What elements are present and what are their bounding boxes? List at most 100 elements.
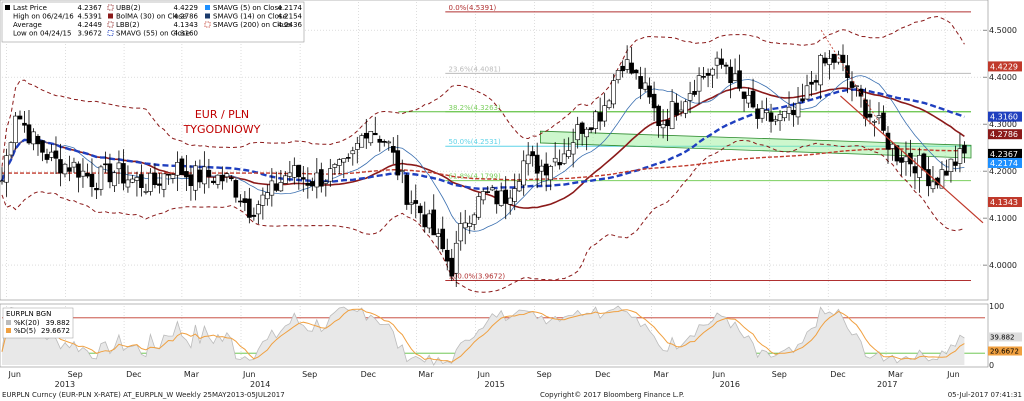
candle-body — [552, 157, 558, 163]
candle-body — [94, 188, 99, 191]
price-axis: 4.0000 4.1000 4.2000 4.3000 4.4000 4.5000 — [983, 26, 1017, 270]
candle-body — [422, 214, 428, 228]
candle-body — [795, 102, 801, 118]
candle-body — [728, 66, 733, 84]
month-label: Dec — [830, 370, 845, 379]
price-label-box — [988, 129, 1022, 140]
legend-value: 4.3160 — [174, 30, 199, 38]
candle-body — [611, 80, 616, 105]
candle-body — [390, 146, 396, 153]
legend-value: 4.2786 — [174, 13, 199, 21]
candle-body — [269, 180, 275, 196]
month-label: Mar — [654, 370, 670, 379]
candle-body — [125, 179, 131, 188]
candle-body — [251, 214, 257, 217]
candle-body — [872, 120, 877, 123]
candle-body — [328, 168, 333, 182]
candle-body — [570, 142, 576, 155]
candle-body — [602, 105, 607, 122]
candle-body — [26, 124, 32, 144]
legend-value: 4.4229 — [174, 4, 199, 12]
candle-body — [0, 180, 5, 183]
candle-body — [67, 167, 72, 172]
candle-body — [13, 115, 18, 144]
candle-body — [534, 154, 540, 174]
candle-body — [197, 169, 203, 183]
candle-body — [723, 64, 729, 67]
dotted-trendline — [820, 29, 881, 125]
stoch-label-box — [988, 346, 1022, 356]
candle-body — [593, 111, 598, 129]
candle-body — [561, 153, 567, 164]
candle-body — [413, 200, 419, 204]
candle-body — [130, 178, 135, 183]
candle-body — [516, 181, 522, 192]
candle-body — [345, 157, 351, 159]
price-label-box — [988, 148, 1022, 159]
candle-body — [903, 156, 909, 163]
candle-body — [112, 172, 117, 187]
candle-body — [651, 93, 657, 109]
candle-body — [912, 166, 918, 174]
candle-body — [184, 171, 189, 178]
price-label-text: 4.3160 — [990, 113, 1018, 122]
time-axis: Jun Sep Dec Mar Jun Sep Dec Mar Jun Sep Dec Mar Jun S… — [7, 370, 959, 389]
candle-body — [732, 73, 738, 81]
candle-body — [148, 172, 153, 192]
chart-subtitle: TYGODNIOWY — [183, 123, 261, 136]
main-panel — [0, 0, 989, 301]
candle-body — [354, 143, 360, 150]
candle-body — [471, 214, 477, 225]
sma200-line — [2, 148, 965, 181]
candle-body — [53, 150, 59, 159]
legend-swatch — [205, 5, 210, 10]
candle-body — [444, 249, 450, 262]
candle-body — [876, 115, 882, 119]
stoch-legend: EURPLN BGN%K(20) 39.882 %D(5) 29.6672 — [2, 307, 74, 339]
candle-body — [202, 166, 207, 185]
candle-body — [557, 162, 562, 166]
candle-body — [8, 142, 14, 156]
year-label: 2013 — [55, 380, 75, 389]
candle-body — [224, 173, 230, 178]
candle-body — [899, 157, 904, 163]
candle-body — [238, 200, 243, 203]
price-label-text: 4.1343 — [990, 198, 1018, 207]
candle-body — [566, 150, 571, 157]
footer-timestamp: 05-Jul-2017 07:41:31 — [948, 391, 1022, 399]
stoch-legend-value: 29.6672 — [41, 327, 70, 335]
candle-body — [134, 177, 140, 181]
month-label: Jun — [242, 370, 256, 379]
candle-body — [633, 69, 639, 74]
candle-body — [764, 110, 769, 114]
price-label-text: 4.2367 — [990, 150, 1018, 159]
candle-body — [363, 132, 369, 139]
candle-body — [233, 180, 239, 198]
candle-body — [274, 183, 279, 191]
candle-body — [494, 190, 500, 205]
candle-body — [957, 148, 963, 164]
month-label: Sep — [772, 370, 787, 379]
legend-label: Low on 04/24/15 — [13, 30, 71, 38]
stoch-legend-label: %D(5) — [14, 327, 36, 335]
candle-body — [103, 163, 108, 166]
candle-body — [337, 159, 342, 166]
candle-body — [759, 108, 765, 119]
candle-body — [319, 169, 324, 187]
candle-body — [193, 165, 198, 191]
candle-body — [310, 181, 315, 187]
candle-body — [4, 155, 9, 183]
month-label: Jun — [477, 370, 491, 379]
candle-body — [417, 205, 423, 214]
candle-body — [188, 174, 194, 187]
price-label-box — [988, 197, 1022, 208]
candle-body — [359, 135, 365, 148]
price-tick-label: 4.2000 — [989, 167, 1017, 176]
candle-body — [939, 169, 945, 189]
candle-body — [584, 128, 589, 138]
candle-body — [462, 222, 468, 229]
candle-body — [660, 124, 666, 129]
candle-body — [98, 166, 104, 190]
candle-body — [314, 172, 320, 188]
